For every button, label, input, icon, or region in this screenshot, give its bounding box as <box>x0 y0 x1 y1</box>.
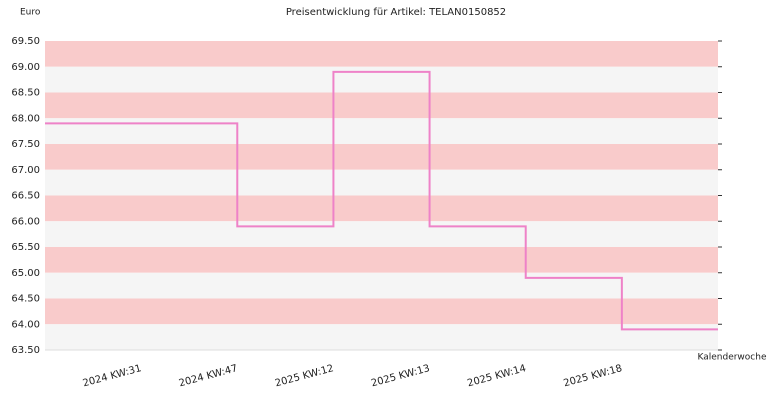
y-tick-label: 66.50 <box>11 191 40 202</box>
y-tick-label: 64.00 <box>11 319 40 330</box>
background-band <box>45 92 718 119</box>
y-tick-label: 66.00 <box>11 216 40 227</box>
price-line <box>45 70 718 331</box>
y-tick-label: 68.00 <box>11 113 40 124</box>
background-band <box>45 41 718 67</box>
y-tick-label: 69.50 <box>11 36 40 47</box>
background-band <box>45 298 718 325</box>
y-axis-label: Euro <box>20 8 41 18</box>
background-band <box>45 118 718 144</box>
background-band <box>45 324 718 350</box>
y-tick-label: 65.50 <box>11 242 40 253</box>
y-tick-label: 63.50 <box>11 345 40 356</box>
background-band <box>45 272 718 299</box>
y-tick-label: 69.00 <box>11 62 40 73</box>
y-tick-label: 68.50 <box>11 88 40 99</box>
background-band <box>45 221 718 247</box>
background-band <box>45 169 718 196</box>
x-axis-label: Kalenderwoche <box>697 353 766 363</box>
y-tick-label: 67.00 <box>11 165 40 176</box>
background-band <box>45 247 718 273</box>
y-tick-label: 67.50 <box>11 139 40 150</box>
background-band <box>45 66 718 93</box>
background-band <box>45 144 718 170</box>
background-band <box>45 195 718 222</box>
y-tick-label: 64.50 <box>11 294 40 305</box>
y-tick-label: 65.00 <box>11 268 40 279</box>
chart-title: Preisentwicklung für Artikel: TELAN01508… <box>286 7 506 18</box>
